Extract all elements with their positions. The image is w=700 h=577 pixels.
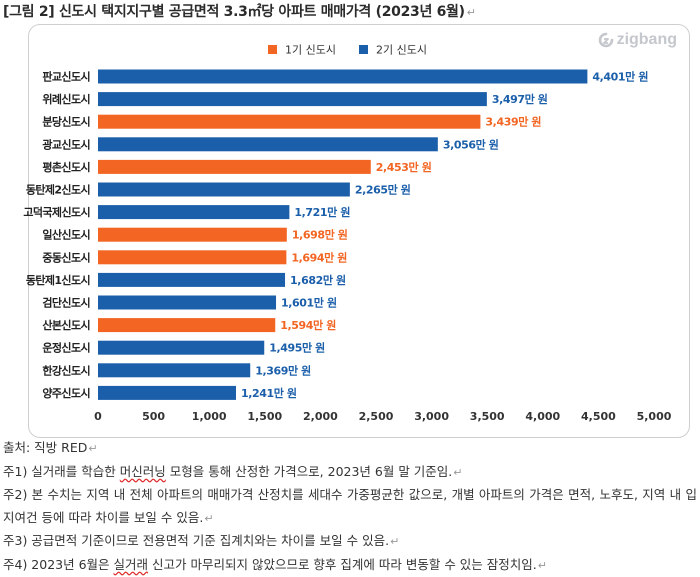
- return-mark: ↵: [453, 466, 462, 479]
- bar: [98, 386, 236, 400]
- category-label: 일산신도시: [42, 228, 90, 242]
- legend-swatch: [359, 45, 368, 54]
- bar: [98, 92, 487, 106]
- category-label: 동탄제2신도시: [26, 183, 90, 197]
- note-line: 주4) 2023년 6월은 실거래 신고가 마무리되지 않았으므로 향후 집계에…: [3, 554, 697, 577]
- note-text: 주2) 본 수치는 지역 내 전체 아파트의 매매가격 산정치를 세대수 가중평…: [3, 487, 697, 525]
- note-text: 주3) 공급면적 기준이므로 전용면적 기준 집계치와는 차이를 보일 수 있음…: [3, 533, 389, 548]
- value-label: 1,369만 원: [255, 363, 311, 377]
- value-label: 4,401만 원: [592, 70, 648, 84]
- value-label: 1,241만 원: [241, 386, 297, 400]
- return-mark: ↵: [88, 442, 97, 455]
- bar: [98, 115, 480, 129]
- value-label: 2,265만 원: [355, 183, 411, 197]
- x-tick-label: 3,000: [414, 410, 449, 423]
- value-label: 2,453만 원: [376, 160, 432, 174]
- category-label: 양주신도시: [42, 386, 90, 400]
- value-label: 1,594만 원: [280, 318, 336, 332]
- spellcheck-word: 머신러닝: [120, 464, 166, 479]
- value-label: 3,056만 원: [443, 137, 499, 151]
- note-line: 주1) 실거래를 학습한 머신러닝 모형을 통해 산정한 가격으로, 2023년…: [3, 461, 697, 485]
- note-text: 주4) 2023년 6월은: [3, 557, 114, 572]
- bar: [98, 183, 350, 197]
- note-text: 주1) 실거래를 학습한: [3, 464, 120, 479]
- x-tick-label: 0: [94, 410, 102, 423]
- x-tick-label: 4,000: [525, 410, 560, 423]
- x-tick-label: 500: [142, 410, 165, 423]
- category-label: 광교신도시: [42, 137, 90, 151]
- return-mark: ↵: [538, 559, 547, 572]
- bar: [98, 250, 286, 264]
- category-label: 판교신도시: [42, 70, 90, 84]
- note-line: 출처: 직방 RED↵: [3, 437, 697, 461]
- category-label: 산본신도시: [42, 318, 90, 332]
- bar: [98, 273, 285, 287]
- legend-label: 1기 신도시: [285, 44, 336, 57]
- bar: [98, 137, 438, 151]
- x-tick-label: 2,500: [359, 410, 394, 423]
- value-label: 1,698만 원: [292, 228, 348, 242]
- legend-label: 2기 신도시: [376, 44, 427, 57]
- legend-swatch: [268, 45, 277, 54]
- bar: [98, 341, 264, 355]
- bar: [98, 70, 587, 84]
- value-label: 1,682만 원: [290, 273, 346, 287]
- bar: [98, 318, 275, 332]
- value-label: 3,497만 원: [492, 92, 548, 106]
- x-tick-label: 3,500: [470, 410, 505, 423]
- category-label: 검단신도시: [42, 296, 90, 310]
- value-label: 1,694만 원: [291, 250, 347, 264]
- spellcheck-word: 실거래: [114, 557, 149, 572]
- value-label: 1,495만 원: [269, 341, 325, 355]
- bar: [98, 296, 276, 310]
- category-label: 평촌신도시: [42, 160, 90, 174]
- bar: [98, 160, 371, 174]
- bar: [98, 205, 289, 219]
- category-label: 중동신도시: [42, 250, 90, 264]
- note-line: 주2) 본 수치는 지역 내 전체 아파트의 매매가격 산정치를 세대수 가중평…: [3, 484, 697, 530]
- x-tick-label: 1,500: [247, 410, 282, 423]
- note-line: 주3) 공급면적 기준이므로 전용면적 기준 집계치와는 차이를 보일 수 있음…: [3, 530, 697, 554]
- category-label: 고덕국제신도시: [23, 205, 90, 219]
- value-label: 1,601만 원: [281, 296, 337, 310]
- return-mark: ↵: [204, 512, 213, 525]
- value-label: 1,721만 원: [294, 205, 350, 219]
- value-label: 3,439만 원: [485, 115, 541, 129]
- note-text: 모형을 통해 산정한 가격으로, 2023년 6월 말 기준임.: [166, 464, 453, 479]
- return-mark: ↵: [390, 535, 399, 548]
- note-text: 신고가 마무리되지 않았으므로 향후 집계에 따라 변동할 수 있는 잠정치임.: [148, 557, 537, 572]
- category-label: 위례신도시: [42, 92, 90, 106]
- category-label: 한강신도시: [42, 363, 90, 377]
- bar: [98, 363, 250, 377]
- notes-section: 출처: 직방 RED↵주1) 실거래를 학습한 머신러닝 모형을 통해 산정한 …: [3, 437, 697, 577]
- note-text: 출처: 직방 RED: [3, 440, 87, 455]
- x-tick-label: 1,000: [192, 410, 227, 423]
- bar: [98, 228, 287, 242]
- category-label: 분당신도시: [42, 115, 90, 129]
- x-tick-label: 2,000: [303, 410, 338, 423]
- x-tick-label: 4,500: [581, 410, 616, 423]
- category-label: 동탄제1신도시: [26, 273, 90, 287]
- category-label: 운정신도시: [42, 341, 90, 355]
- x-tick-label: 5,000: [637, 410, 672, 423]
